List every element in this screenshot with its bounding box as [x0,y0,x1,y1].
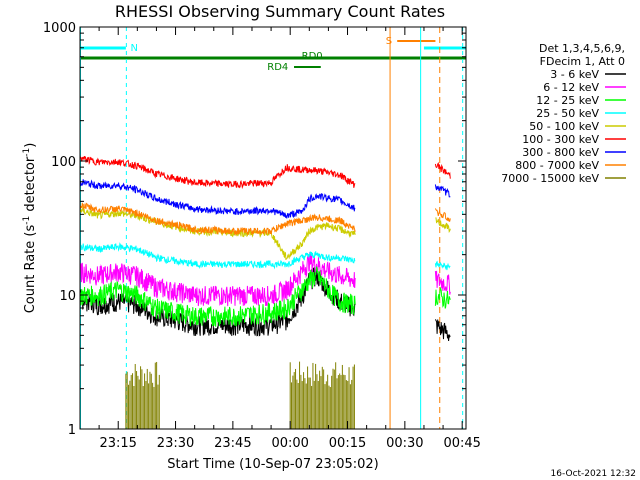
footer-timestamp: 16-Oct-2021 12:32 [551,469,636,479]
series-tail-1 [434,270,451,295]
saa-flag-label: S [386,36,392,47]
series-tail-0 [434,319,451,342]
legend-label-4: 50 - 100 keV [529,120,599,133]
night-flag-label: N [130,43,137,54]
y-tick-label-0: 1 [68,423,76,438]
x-tick-label-5: 00:30 [386,436,423,451]
legend-label-6: 300 - 800 keV [522,146,599,159]
legend-label-2: 12 - 25 keV [536,94,599,107]
legend-header-line-2: FDecim 1, Att 0 [540,55,625,68]
legend-header-line-1: Det 1,3,4,5,6,9, [539,42,625,55]
y-tick-label-3: 1000 [43,21,76,36]
series-line-3 [79,242,356,270]
legend-label-7: 800 - 7000 keV [515,159,599,172]
legend: Det 1,3,4,5,6,9, FDecim 1, Att 0 3 - 6 k… [501,42,626,185]
series-line-2 [79,266,356,327]
legend-label-5: 100 - 300 keV [522,133,599,146]
x-tick-label-1: 23:30 [157,436,194,451]
legend-label-3: 25 - 50 keV [536,107,599,120]
legend-label-0: 3 - 6 keV [550,68,599,81]
series-line-6 [79,179,356,219]
chart-title: RHESSI Observing Summary Count Rates [115,2,445,21]
series-tail-7 [434,208,451,222]
y-tick-label-2: 100 [51,155,76,170]
y-axis: 1 10 100 1000 [43,21,466,438]
x-axis-label: Start Time (10-Sep-07 23:05:02) [167,457,378,472]
legend-label-1: 6 - 12 keV [543,81,599,94]
series-tail-4 [435,217,451,234]
x-axis: 23:15 23:30 23:45 00:00 00:15 00:30 00:45 [79,27,481,451]
legend-label-8: 7000 - 15000 keV [501,172,599,185]
y-tick-label-1: 10 [59,289,76,304]
x-tick-label-3: 00:00 [271,436,308,451]
series-tail-3 [434,260,451,271]
series-tail-5 [434,161,451,179]
series-tail-6 [434,184,451,198]
series-line-1 [79,251,356,307]
x-tick-label-0: 23:15 [99,436,136,451]
x-tick-label-4: 00:15 [329,436,366,451]
series-tail-2 [434,286,451,309]
x-tick-label-6: 00:45 [443,436,480,451]
series-line-7 [79,202,356,236]
rd4-flag-label: RD4 [267,62,288,73]
series-line-5 [79,155,356,190]
rd0-flag-label: RD0 [302,51,323,62]
x-tick-label-2: 23:45 [214,436,251,451]
plot-frame [79,26,467,430]
y-axis-label: Count Rate (s-1 detector-1) [22,143,38,314]
